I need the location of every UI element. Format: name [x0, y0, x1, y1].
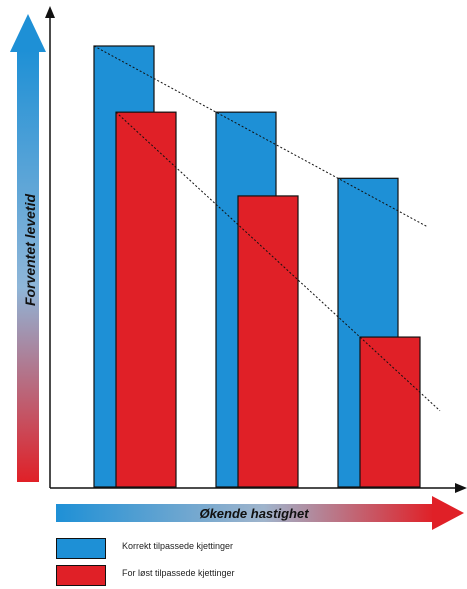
legend-swatch-blue [56, 538, 106, 559]
y-axis-label: Forventet levetid [22, 194, 38, 306]
bars [93, 45, 421, 488]
y-axis-arrowhead [45, 6, 55, 18]
bar-for-lost-1 [115, 111, 177, 488]
legend-item-for-lost: For løst tilpassede kjettinger [56, 565, 456, 589]
bar-for-lost-2 [237, 195, 299, 488]
trendline-korrekt [93, 45, 429, 228]
legend-label-korrekt: Korrekt tilpassede kjettinger [122, 541, 234, 551]
legend-swatch-red [56, 565, 106, 586]
x-axis-label: Økende hastighet [199, 506, 309, 521]
legend-label-for-lost: For løst tilpassede kjettinger [122, 568, 235, 578]
x-gradient-arrow [56, 496, 464, 530]
y-gradient-arrow [10, 14, 46, 482]
x-axis-arrowhead [455, 483, 467, 493]
legend-item-korrekt: Korrekt tilpassede kjettinger [56, 538, 456, 562]
trendlines [93, 45, 441, 412]
trendline-for-lost [115, 111, 441, 412]
bar-for-lost-3 [359, 336, 421, 488]
